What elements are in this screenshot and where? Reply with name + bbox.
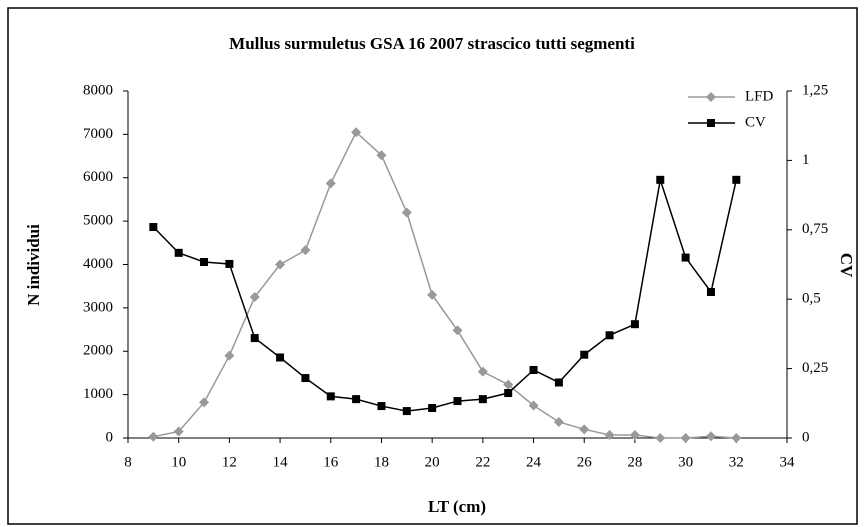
data-point [377,402,386,411]
x-tick-label: 22 [475,454,490,470]
data-point [605,331,614,340]
x-tick-label: 24 [526,454,542,470]
y-tick-label: 2000 [83,343,113,359]
x-tick-label: 12 [222,454,237,470]
x-axis-label: LT (cm) [428,497,486,516]
data-point [681,253,690,262]
data-point [174,248,183,257]
y-tick-label: 8000 [83,82,113,98]
data-point [276,353,285,362]
y2-tick-label: 1 [802,152,810,168]
data-point [402,407,411,416]
y2-tick-label: 0,25 [802,360,828,376]
data-point [148,431,159,442]
data-point [173,426,184,437]
data-point [656,175,665,184]
x-tick-label: 16 [323,454,339,470]
data-point [250,334,259,343]
data-point [579,424,590,435]
data-point [553,416,564,427]
y-tick-label: 6000 [83,169,113,185]
data-point [732,175,741,184]
data-point [680,433,691,443]
y2-tick-label: 0,75 [802,221,828,237]
y-axis-label: N individui [24,224,43,306]
legend-marker [706,92,716,102]
data-point [351,127,362,138]
y-tick-label: 4000 [83,256,113,272]
series-line [152,179,738,412]
y-tick-label: 5000 [83,213,113,229]
y2-tick-label: 0,5 [802,291,821,307]
x-tick-label: 10 [171,454,186,470]
y2-axis-label: CV [837,253,856,278]
legend-label: LFD [745,88,774,104]
data-point [453,397,462,406]
y-tick-label: 1000 [83,386,113,402]
data-point [428,404,437,413]
data-point [580,350,589,359]
data-point [249,292,260,303]
data-point [478,395,487,404]
data-point [477,366,488,377]
data-point [200,258,209,267]
x-tick-label: 28 [627,454,642,470]
y-tick-label: 3000 [83,299,113,315]
x-tick-label: 34 [780,454,796,470]
data-point [300,245,311,256]
chart-border [7,7,858,525]
x-tick-label: 26 [577,454,593,470]
x-tick-label: 14 [273,454,289,470]
y2-tick-label: 1,25 [802,82,828,98]
data-point [504,389,513,398]
data-point [706,287,715,296]
data-point [224,350,235,361]
y-tick-label: 7000 [83,126,113,142]
data-point [528,400,539,411]
data-point [604,429,615,440]
data-point [452,325,463,336]
data-point [705,431,716,442]
data-point [529,365,538,374]
data-point [376,150,387,161]
x-tick-label: 20 [425,454,440,470]
chart-title: Mullus surmuletus GSA 16 2007 strascico … [229,34,635,53]
data-point [275,259,286,270]
x-tick-label: 8 [124,454,132,470]
data-point [326,392,335,401]
data-point [401,207,412,218]
x-tick-label: 18 [374,454,389,470]
data-point [655,433,666,443]
data-point [325,178,336,189]
y-tick-label: 0 [106,429,114,445]
y2-tick-label: 0 [802,429,810,445]
x-tick-label: 32 [729,454,744,470]
data-point [731,433,742,443]
data-point [503,379,514,390]
data-point [427,289,438,300]
data-point [352,395,361,404]
data-point [301,374,310,383]
legend-label: CV [745,114,766,130]
data-point [630,320,639,329]
data-point [149,223,158,232]
x-tick-label: 30 [678,454,693,470]
data-point [225,259,234,268]
data-point [629,429,640,440]
data-point [554,378,563,387]
data-point [199,397,210,408]
legend-marker [707,119,715,127]
